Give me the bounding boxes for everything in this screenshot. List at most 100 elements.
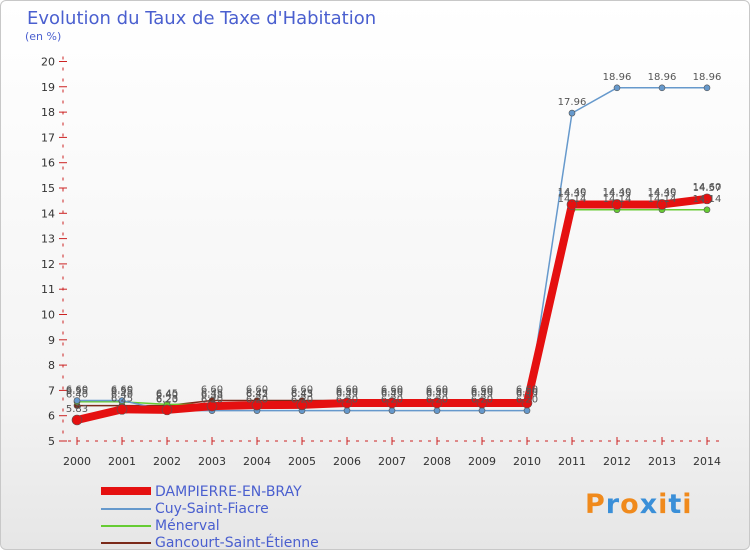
y-tick-label: 8 bbox=[48, 359, 55, 372]
data-label: 5.83 bbox=[66, 404, 88, 415]
data-label: 6.45 bbox=[336, 388, 358, 399]
data-point bbox=[521, 397, 533, 409]
data-point bbox=[478, 407, 486, 414]
data-label: 6.40 bbox=[111, 390, 133, 401]
data-label: 6.45 bbox=[291, 388, 313, 399]
legend-swatch bbox=[101, 487, 151, 495]
legend-label: DAMPIERRE-EN-BRAY bbox=[155, 484, 302, 500]
unit-label: (en %) bbox=[25, 30, 62, 43]
data-point bbox=[566, 199, 578, 210]
data-label: 6.43 bbox=[291, 389, 313, 400]
x-tick-label: 2013 bbox=[648, 455, 676, 468]
x-tick-label: 2003 bbox=[198, 455, 226, 468]
data-label: 17.96 bbox=[558, 97, 587, 108]
data-label: 6.45 bbox=[246, 388, 268, 399]
series-line bbox=[77, 209, 707, 406]
data-point bbox=[703, 84, 711, 92]
data-label: 6.38 bbox=[201, 390, 223, 401]
data-label: 6.45 bbox=[201, 388, 223, 399]
data-point bbox=[658, 84, 666, 92]
data-point bbox=[656, 199, 668, 210]
data-label: 6.45 bbox=[516, 388, 538, 399]
series-line bbox=[77, 197, 708, 407]
y-tick-label: 17 bbox=[41, 131, 55, 144]
x-tick-label: 2006 bbox=[333, 455, 361, 468]
data-label: 14.40 bbox=[648, 187, 677, 198]
y-tick-label: 20 bbox=[41, 56, 55, 69]
y-tick-label: 15 bbox=[41, 182, 55, 195]
data-label: 6.60 bbox=[336, 385, 358, 396]
data-point bbox=[433, 407, 441, 414]
data-label: 6.55 bbox=[66, 386, 88, 397]
data-point bbox=[701, 193, 713, 205]
data-point bbox=[431, 397, 443, 409]
y-tick-label: 11 bbox=[41, 283, 55, 296]
data-label: 6.60 bbox=[201, 385, 223, 396]
data-point bbox=[343, 407, 351, 414]
logo-letter: t bbox=[668, 489, 683, 520]
data-point bbox=[116, 404, 128, 415]
data-label: 14.35 bbox=[603, 188, 632, 199]
data-label: 6.45 bbox=[381, 388, 403, 399]
axes: 5 6 7 8 9 10 11 12 13 14 15 16 17 18 19 20 2000 2001 2002 2… bbox=[41, 56, 721, 469]
data-label: 6.50 bbox=[426, 387, 448, 398]
data-point bbox=[386, 397, 398, 409]
data-label: 6.60 bbox=[426, 385, 448, 396]
x-tick-label: 2011 bbox=[558, 455, 586, 468]
data-label: 6.20 bbox=[156, 395, 178, 406]
data-label: 6.50 bbox=[381, 387, 403, 398]
data-label: 6.20 bbox=[291, 395, 313, 406]
data-label: 14.35 bbox=[648, 188, 677, 199]
y-tick-label: 19 bbox=[41, 81, 55, 94]
data-label: 14.14 bbox=[648, 194, 677, 205]
legend-swatch bbox=[101, 525, 151, 527]
y-tick-label: 7 bbox=[48, 384, 55, 397]
data-label: 6.60 bbox=[381, 385, 403, 396]
data-point bbox=[523, 407, 531, 414]
x-tick-label: 2001 bbox=[108, 455, 136, 468]
x-tick-label: 2004 bbox=[243, 455, 271, 468]
data-label: 14.40 bbox=[558, 187, 587, 198]
data-label: 6.20 bbox=[201, 395, 223, 406]
y-tick-label: 10 bbox=[41, 309, 55, 322]
y-tick-label: 12 bbox=[41, 258, 55, 271]
data-label: 6.60 bbox=[471, 385, 493, 396]
legend-swatch bbox=[101, 542, 151, 544]
data-label: 14.57 bbox=[693, 183, 722, 194]
data-point bbox=[206, 400, 218, 412]
y-tick-label: 9 bbox=[48, 334, 55, 347]
logo-letter: r bbox=[605, 489, 621, 520]
data-label: 6.20 bbox=[381, 395, 403, 406]
data-point bbox=[388, 407, 396, 414]
data-label: 6.50 bbox=[336, 387, 358, 398]
legend-label: Cuy-Saint-Fiacre bbox=[155, 501, 269, 517]
data-label: 6.20 bbox=[246, 395, 268, 406]
y-tick-label: 14 bbox=[41, 207, 55, 220]
data-label: 18.96 bbox=[648, 72, 677, 83]
x-tick-label: 2014 bbox=[693, 455, 721, 468]
data-label: 6.60 bbox=[66, 385, 88, 396]
x-tick-label: 2012 bbox=[603, 455, 631, 468]
x-tick-label: 2007 bbox=[378, 455, 406, 468]
y-tick-label: 6 bbox=[48, 410, 55, 423]
x-tick-label: 2002 bbox=[153, 455, 181, 468]
x-tick-label: 2010 bbox=[513, 455, 541, 468]
x-tick-label: 2009 bbox=[468, 455, 496, 468]
data-point bbox=[71, 414, 83, 426]
data-label: 6.50 bbox=[516, 387, 538, 398]
x-tick-label: 2000 bbox=[63, 455, 91, 468]
data-label: 18.96 bbox=[603, 72, 632, 83]
data-point bbox=[251, 399, 263, 411]
data-point bbox=[118, 397, 126, 404]
legend-swatch bbox=[101, 508, 151, 510]
data-label: 6.55 bbox=[111, 386, 133, 397]
data-label: 6.20 bbox=[471, 395, 493, 406]
data-labels: 6.40 6.40 6.40 6.60 6.60 6.60 6.60 6.60 6.60 6.60… bbox=[66, 72, 721, 415]
data-label: 6.40 bbox=[156, 390, 178, 401]
data-label: 6.23 bbox=[156, 394, 178, 405]
data-label: 14.35 bbox=[558, 188, 587, 199]
data-label: 6.60 bbox=[516, 385, 538, 396]
y-tick-label: 16 bbox=[41, 157, 55, 170]
series-line bbox=[77, 87, 707, 412]
